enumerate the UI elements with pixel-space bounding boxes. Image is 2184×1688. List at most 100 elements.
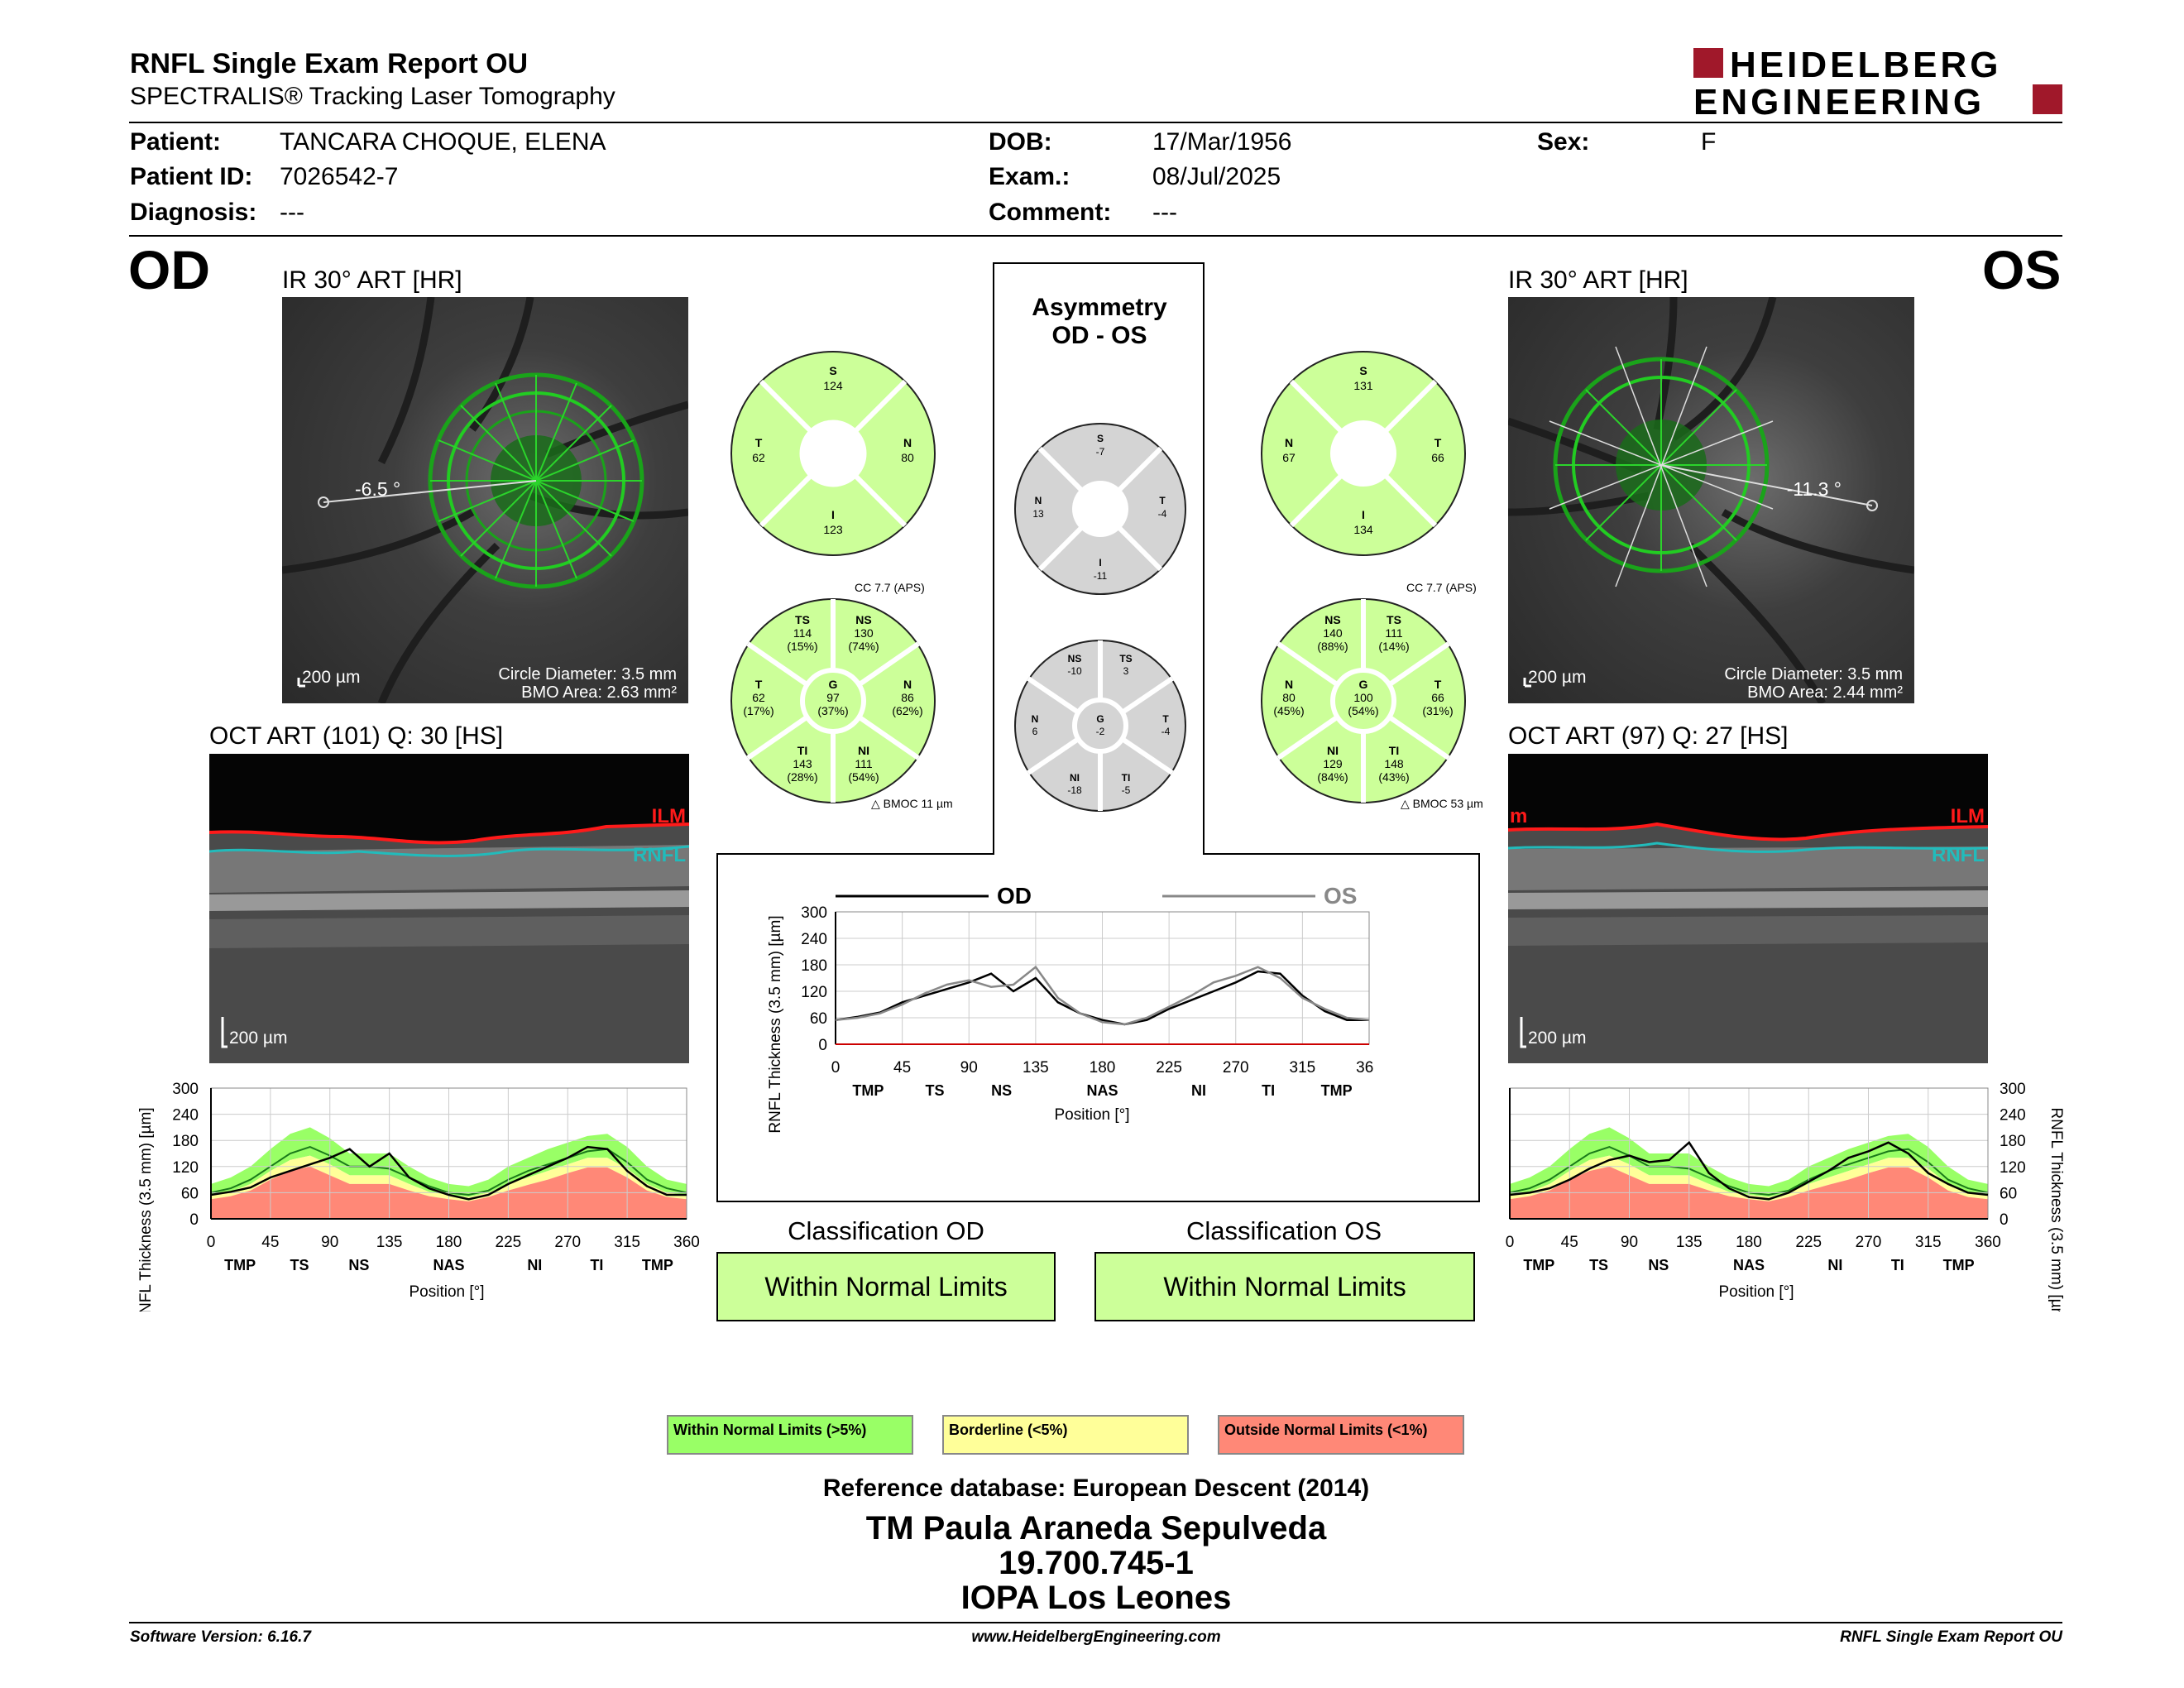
center-region-label: TI	[1262, 1082, 1275, 1099]
svg-text:(17%): (17%)	[743, 704, 774, 717]
odc-x-tick: 0	[207, 1234, 216, 1251]
footer-website[interactable]: www.HeidelbergEngineering.com	[971, 1628, 1221, 1646]
os-scale: 200 µm	[1528, 668, 1586, 687]
osc-x-tick: 225	[1795, 1234, 1822, 1251]
od-oct-caption: OCT ART (101) Q: 30 [HS]	[209, 722, 504, 750]
legend-od: OD	[997, 883, 1032, 909]
os-quadrant-diagram[interactable]: S 131 N 67 T 66 I 134	[1260, 350, 1467, 557]
legend-os: OS	[1324, 883, 1357, 909]
os-bmo-area: BMO Area: 2.44 mm²	[1747, 683, 1903, 702]
center-os-line	[835, 965, 1370, 1026]
svg-text:13: 13	[1032, 508, 1044, 520]
os-oct-caption: OCT ART (97) Q: 27 [HS]	[1508, 722, 1789, 750]
svg-text:NI: NI	[1070, 772, 1080, 784]
svg-text:-4: -4	[1161, 726, 1171, 737]
os-eye-label: OS	[1982, 239, 2062, 300]
osc-region-label: NS	[1648, 1257, 1669, 1273]
od-angle: -6.5 °	[355, 478, 400, 500]
center-x-tick: 270	[1223, 1059, 1249, 1077]
center-x-tick: 90	[960, 1059, 978, 1077]
odc-x-tick: 270	[554, 1234, 581, 1251]
asymmetry-title: Asymmetry OD - OS	[994, 294, 1205, 350]
svg-text:TI: TI	[1389, 744, 1399, 757]
os-fundus-image[interactable]: -11.3 ° 200 µm Circle Diameter: 3.5 mm B…	[1508, 297, 1914, 703]
odc-region-label: TI	[590, 1257, 603, 1273]
center-rnfl-chart[interactable]: OD OS 300 240 180 120 60 0 0 45 90 135 180 225 270 3…	[745, 869, 1373, 1142]
odc-x-tick: 90	[321, 1234, 338, 1251]
os-chart-xlabel: Position [°]	[1718, 1283, 1794, 1301]
odc-y-tick: 300	[172, 1081, 199, 1098]
signature-institution: IOPA Los Leones	[960, 1580, 1232, 1616]
odc-region-label: TMP	[642, 1257, 673, 1273]
svg-text:(54%): (54%)	[848, 770, 879, 784]
od-oct-scale: 200 µm	[229, 1029, 287, 1048]
osc-x-tick: 135	[1676, 1234, 1703, 1251]
svg-text:TS: TS	[795, 613, 810, 626]
osc-region-label: NAS	[1733, 1257, 1765, 1273]
comment-value: ---	[1152, 199, 1177, 226]
od-circle-diameter: Circle Diameter: 3.5 mm	[498, 665, 677, 683]
patient-label: Patient:	[130, 128, 222, 156]
asymmetry-quadrant-diagram[interactable]: S -7 N 13 T -4 I -11	[1013, 422, 1187, 596]
svg-text:T: T	[1162, 713, 1169, 725]
center-x-tick: 360	[1356, 1059, 1373, 1077]
od-quadrant-diagram[interactable]: S 124 T 62 N 80 I 123	[730, 350, 936, 557]
svg-text:(31%): (31%)	[1422, 704, 1453, 717]
svg-text:NS: NS	[1068, 653, 1082, 664]
odc-x-tick: 225	[496, 1234, 522, 1251]
svg-text:62: 62	[752, 691, 765, 704]
svg-text:131: 131	[1353, 379, 1373, 392]
asymmetry-sector-diagram[interactable]: NS-10 TS3 N6 G-2 T-4 NI-18 TI-5	[1013, 639, 1187, 813]
os-oct-image[interactable]: m ILM RNFL 200 µm	[1508, 754, 1988, 1063]
exam-value: 08/Jul/2025	[1152, 163, 1281, 190]
od-scale: 200 µm	[302, 668, 360, 687]
svg-text:NS: NS	[855, 613, 871, 626]
svg-text:(28%): (28%)	[787, 770, 817, 784]
svg-text:T: T	[1434, 436, 1442, 449]
comment-label: Comment:	[989, 199, 1112, 226]
svg-text:S: S	[1359, 364, 1367, 377]
os-oct-scale: 200 µm	[1528, 1029, 1586, 1048]
center-y-tick: 300	[801, 904, 827, 922]
odc-y-tick: 120	[172, 1159, 199, 1177]
svg-text:123: 123	[823, 523, 843, 536]
odc-thickness-line	[210, 1145, 687, 1201]
svg-text:111: 111	[855, 757, 872, 770]
patient-name: TANCARA CHOQUE, ELENA	[280, 128, 606, 156]
svg-text:140: 140	[1323, 626, 1343, 640]
svg-text:TS: TS	[1119, 653, 1132, 664]
osc-x-tick: 45	[1561, 1234, 1578, 1251]
osc-region-label: TMP	[1523, 1257, 1554, 1273]
center-x-tick: 0	[831, 1059, 841, 1077]
svg-text:148: 148	[1384, 757, 1404, 770]
odc-x-tick: 45	[261, 1234, 279, 1251]
svg-text:T: T	[755, 678, 763, 691]
reference-database: Reference database: European Descent (20…	[822, 1475, 1370, 1502]
os-ir-caption: IR 30° ART [HR]	[1508, 266, 1688, 294]
svg-text:143: 143	[793, 757, 812, 770]
od-oct-image[interactable]: ILM RNFL 200 µm	[209, 754, 689, 1063]
os-angle: -11.3 °	[1787, 478, 1842, 500]
center-x-tick: 45	[893, 1059, 911, 1077]
odc-x-tick: 180	[436, 1234, 462, 1251]
od-bmoc: △ BMOC 11 µm	[871, 797, 953, 810]
svg-text:S: S	[829, 364, 836, 377]
center-region-label: TMP	[852, 1082, 884, 1099]
os-bmoc: △ BMOC 53 µm	[1401, 797, 1483, 810]
svg-text:100: 100	[1353, 691, 1373, 704]
od-fundus-image[interactable]: -6.5 ° 200 µm Circle Diameter: 3.5 mm BM…	[282, 297, 688, 703]
center-y-tick: 60	[810, 1010, 827, 1028]
osc-thickness-line	[1509, 1140, 1989, 1201]
svg-text:G: G	[829, 678, 838, 691]
diagnosis-value: ---	[280, 199, 304, 226]
svg-text:I: I	[1099, 557, 1101, 568]
classification-os-result: Within Normal Limits	[1094, 1252, 1475, 1321]
exam-label: Exam.:	[989, 163, 1070, 190]
svg-text:TI: TI	[797, 744, 807, 757]
svg-text:I: I	[831, 508, 835, 521]
classification-os-heading: Classification OS	[1185, 1216, 1382, 1245]
